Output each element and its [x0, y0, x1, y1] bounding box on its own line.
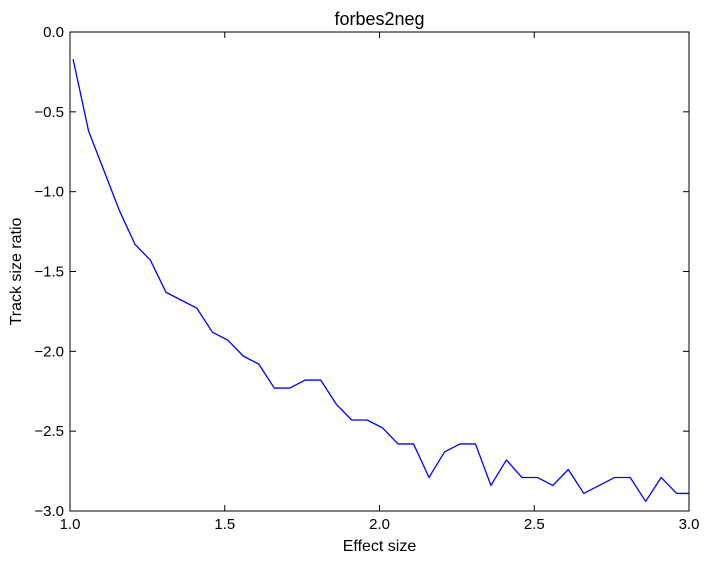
x-tick-label: 1.0 [60, 516, 81, 533]
plot-background [70, 32, 689, 511]
y-tick-label: 0.0 [43, 24, 64, 41]
series-line [72, 59, 689, 503]
chart-title: forbes2neg [334, 9, 424, 29]
ticks-layer: 1.0 1.5 2.0 2.5 3.0 0.0 −0.5 −1.0 −1.5 −2.0 −2.5 −3… [34, 24, 699, 533]
x-tick-label: 1.5 [214, 516, 235, 533]
plot-area [70, 32, 689, 511]
series-layer [72, 59, 689, 503]
y-tick-label: −0.5 [34, 104, 64, 121]
y-tick-label: −2.5 [34, 423, 64, 440]
x-tick-label: 2.0 [369, 516, 390, 533]
y-tick-label: −1.0 [34, 184, 64, 201]
x-axis-label: Effect size [343, 538, 417, 555]
plot-frame [69, 31, 690, 512]
y-tick-label: −3.0 [34, 503, 64, 520]
y-tick-label: −2.0 [34, 343, 64, 360]
x-tick-label: 2.5 [524, 516, 545, 533]
x-tick-label: 3.0 [679, 516, 700, 533]
y-tick-label: −1.5 [34, 264, 64, 281]
y-axis-label: Track size ratio [8, 217, 25, 325]
